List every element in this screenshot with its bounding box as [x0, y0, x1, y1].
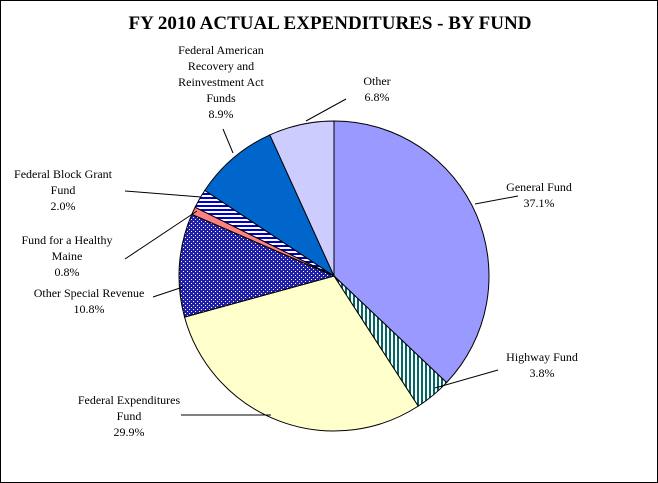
slice-label-general-fund: General Fund 37.1% [506, 180, 572, 210]
slice-value-label: 2.0% [51, 199, 76, 213]
slice-name-line: Highway Fund [506, 350, 578, 364]
slice-name-line: Other Special Revenue [34, 286, 145, 300]
pie-slice-federal-expenditures-fund [183, 275, 419, 432]
leader-line-federal-block-grant-fund [124, 190, 202, 198]
pie-slice-federal-american-recovery-and-reinvestment-act-funds [204, 134, 336, 278]
slice-value-label: 0.8% [55, 265, 80, 279]
leader-line-general-fund [474, 195, 519, 205]
slice-name-line: Federal American [178, 43, 264, 57]
slice-value-label: 6.8% [365, 90, 390, 104]
slice-label-other-special-revenue: Other Special Revenue 10.8% [34, 286, 145, 316]
slice-value-label: 8.9% [209, 107, 234, 121]
slice-value-label: 3.8% [530, 366, 555, 380]
slice-name-line: Funds [206, 91, 236, 105]
slice-name-line: Fund [117, 409, 142, 423]
slice-name-line: Recovery and [188, 59, 254, 73]
slice-name-line: Federal Block Grant [14, 167, 113, 181]
pie-slice-other [269, 120, 335, 277]
leader-line-other [305, 98, 347, 122]
slice-name-line: Federal Expenditures [78, 393, 181, 407]
slice-name-line: Maine [52, 249, 83, 263]
slice-value-label: 37.1% [524, 196, 555, 210]
pie-slice-other-special-revenue [178, 213, 336, 318]
leader-line-fund-for-a-healthy-maine [124, 210, 198, 260]
slice-label-highway-fund: Highway Fund 3.8% [506, 350, 578, 380]
slice-name-line: Fund [51, 183, 76, 197]
slice-value-label: 29.9% [114, 425, 145, 439]
leader-line-other-special-revenue [152, 286, 184, 298]
slice-label-federal-american-recovery-and-reinvestment-act-funds: Federal American Recovery and Reinvestment… [178, 43, 264, 121]
leader-line-federal-american-recovery-and-reinvestment-act-funds [222, 128, 234, 154]
slice-name-line: Fund for a Healthy [22, 233, 113, 247]
slice-label-other: Other 6.8% [363, 74, 390, 104]
slice-name-line: Other [363, 74, 390, 88]
slice-label-fund-for-a-healthy-maine: Fund for a Healthy Maine 0.8% [22, 233, 113, 279]
slice-name-line: General Fund [506, 180, 572, 194]
chart-title: FY 2010 ACTUAL EXPENDITURES - BY FUND [129, 13, 532, 34]
slice-label-federal-expenditures-fund: Federal Expenditures Fund 29.9% [78, 393, 181, 439]
slice-name-line: Reinvestment Act [178, 75, 264, 89]
slice-label-federal-block-grant-fund: Federal Block Grant Fund 2.0% [14, 167, 113, 213]
pie-slice-general-fund [333, 120, 490, 384]
leader-line-highway-fund [434, 369, 499, 389]
slice-value-label: 10.8% [74, 302, 105, 316]
